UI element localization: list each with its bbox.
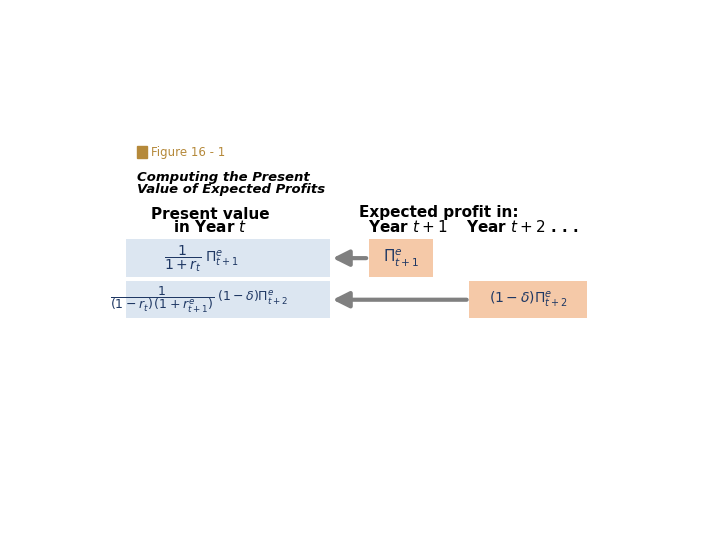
Text: $(1-\delta)\Pi^e_{t+2}$: $(1-\delta)\Pi^e_{t+2}$ [489, 290, 567, 310]
Text: Expected profit in:: Expected profit in: [359, 205, 518, 220]
Text: Year $t+1$: Year $t+1$ [368, 219, 448, 235]
Text: Present value: Present value [150, 207, 269, 222]
Text: $\dfrac{1}{1 + r_t}\;\Pi^e_{t+1}$: $\dfrac{1}{1 + r_t}\;\Pi^e_{t+1}$ [164, 243, 239, 274]
Text: $\dfrac{1}{(1-r_t)\,(1+r^e_{t+1})}\;(1-\delta)\Pi^e_{t+2}$: $\dfrac{1}{(1-r_t)\,(1+r^e_{t+1})}\;(1-\… [109, 285, 288, 315]
Text: $\Pi^e_{t+1}$: $\Pi^e_{t+1}$ [383, 248, 420, 269]
Text: Value of Expected Profits: Value of Expected Profits [138, 183, 325, 197]
FancyBboxPatch shape [369, 239, 433, 277]
Text: Figure 16 - 1: Figure 16 - 1 [151, 146, 225, 159]
Text: Computing the Present: Computing the Present [138, 171, 310, 184]
Text: in Year $t$: in Year $t$ [173, 219, 247, 235]
FancyBboxPatch shape [126, 281, 330, 319]
Text: Year $t+2$ . . .: Year $t+2$ . . . [466, 219, 579, 235]
Bar [138, 146, 148, 158]
FancyBboxPatch shape [469, 281, 587, 319]
FancyBboxPatch shape [126, 239, 330, 277]
